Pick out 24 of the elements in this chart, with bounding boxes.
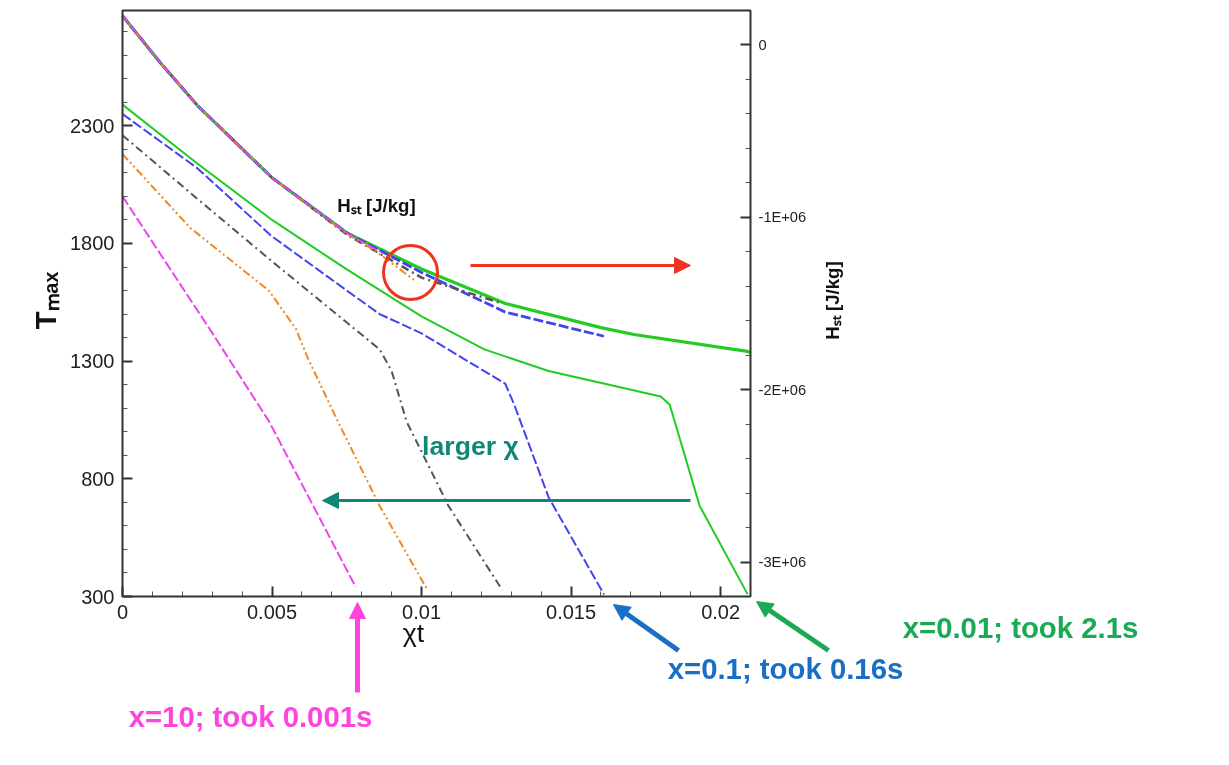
y-axis-title: Tₘₐₓ (29, 271, 62, 330)
y-tick-label: 300 (81, 585, 115, 608)
text: x=10; took 0.001s (128, 700, 373, 733)
y-tick-label: 800 (81, 467, 115, 490)
x-tick-label: 0.005 (247, 600, 298, 623)
y2-tick-label: -3E+06 (758, 554, 807, 571)
y2-axis-title: Hₛₜ [J/kg] (822, 261, 843, 340)
line-series (121, 103, 749, 596)
y-tick-label: 2300 (70, 114, 115, 137)
y-tick-label: 1800 (70, 232, 115, 255)
line-series (121, 14, 606, 338)
text: x=0.1; took 0.16s (667, 652, 904, 685)
x-tick-label: 0.015 (546, 600, 597, 623)
line-series (121, 134, 504, 592)
x-tick-label: 0 (116, 600, 129, 623)
y2-tick-label: -1E+06 (758, 209, 807, 226)
x-tick-label: 0.01 (402, 600, 442, 623)
text: x=0.01; took 2.1s (902, 611, 1139, 644)
x-tick-label: 0.02 (701, 600, 741, 623)
y2-tick-label: -2E+06 (758, 381, 807, 398)
y2-tick-label: 0 (758, 36, 767, 53)
annotation: larger χ (422, 430, 520, 461)
y-tick-label: 1300 (70, 350, 115, 373)
annotation: Hₛₜ [J/kg] (337, 195, 416, 216)
